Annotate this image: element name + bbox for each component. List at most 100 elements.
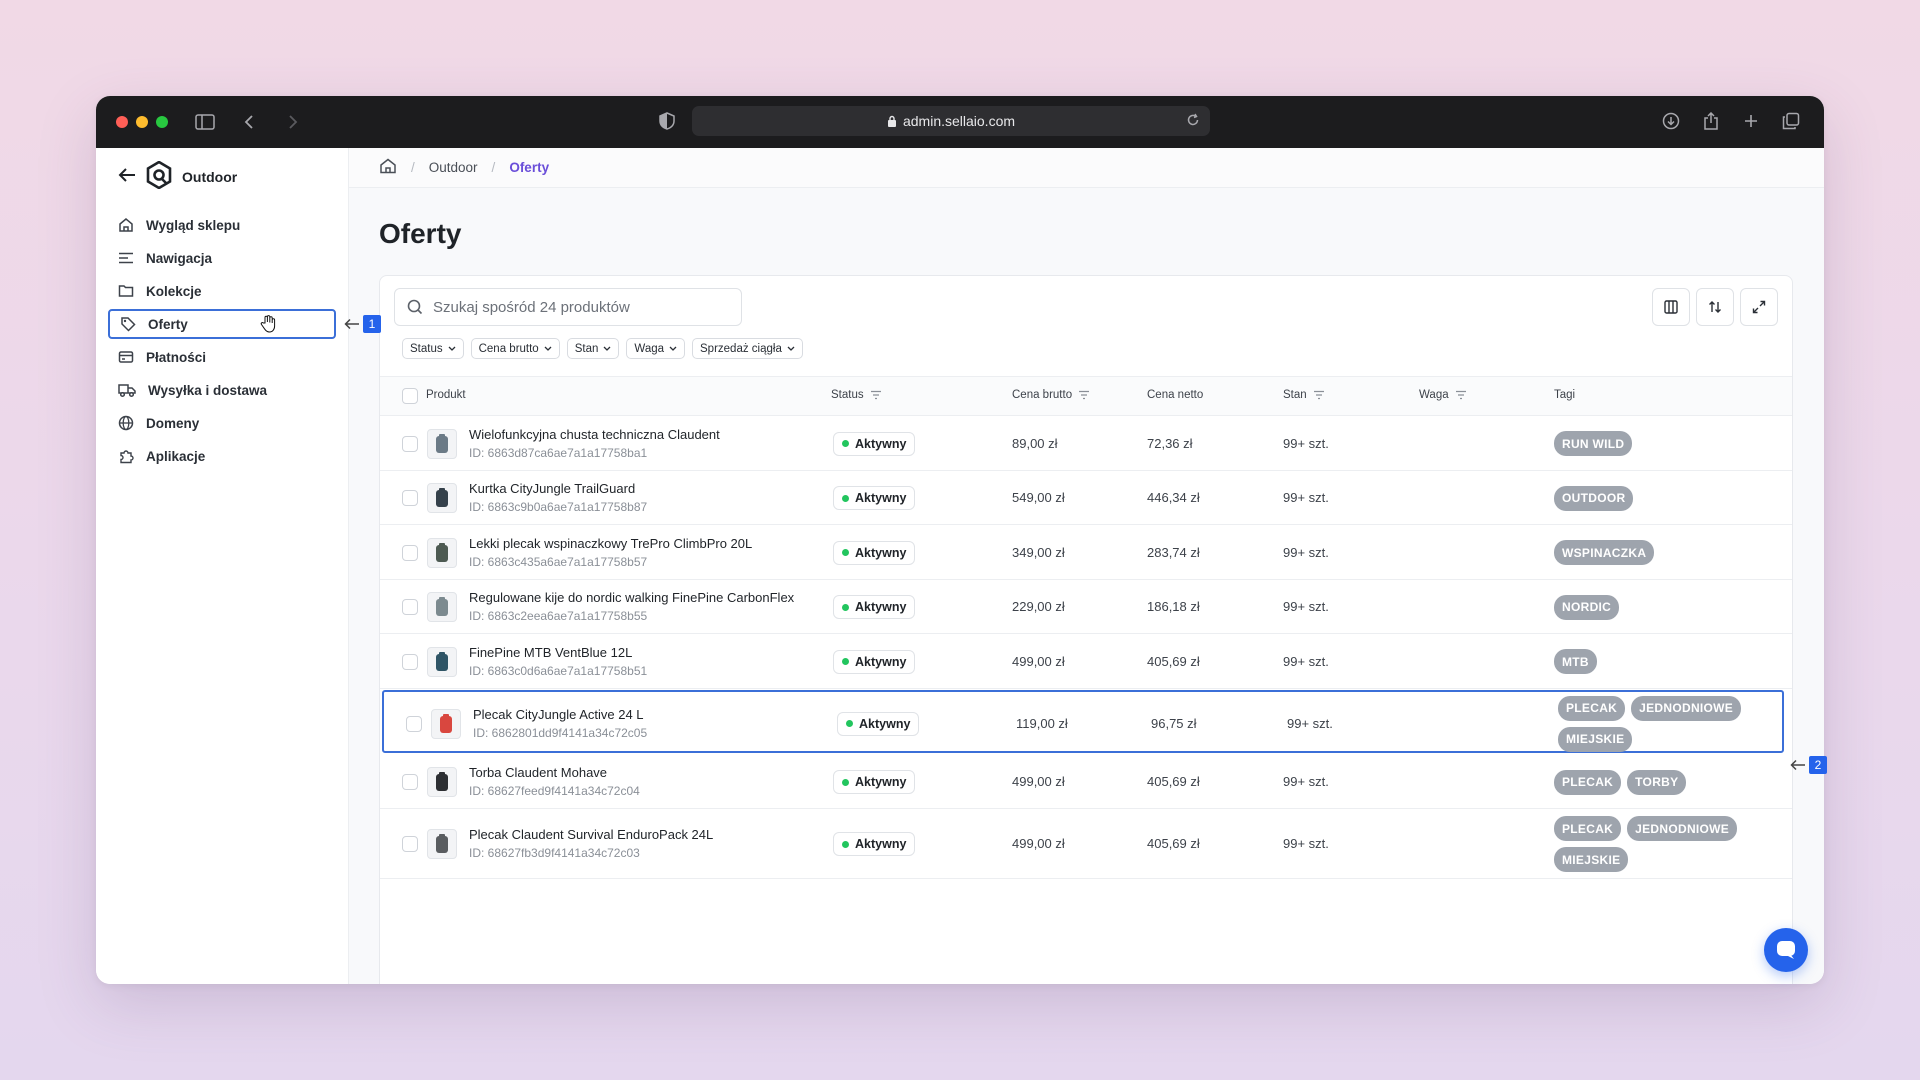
product-thumbnail[interactable]	[427, 537, 457, 568]
reload-icon[interactable]	[1186, 113, 1200, 130]
product-name[interactable]: Kurtka CityJungle TrailGuard	[469, 481, 636, 496]
product-name[interactable]: Wielofunkcyjna chusta techniczna Clauden…	[469, 426, 720, 442]
product-name[interactable]: FinePine MTB VentBlue 12L	[469, 644, 633, 660]
column-header-tags[interactable]: Tagi	[1554, 389, 1575, 401]
select-all-checkbox[interactable]	[402, 388, 418, 404]
minimize-window-button[interactable]	[136, 116, 148, 128]
row-checkbox[interactable]	[406, 715, 422, 732]
store-name: Outdoor	[182, 169, 238, 185]
download-icon[interactable]	[1660, 110, 1682, 132]
filter-lines-icon[interactable]	[1455, 390, 1467, 400]
table-row[interactable]: Lekki plecak wspinaczkowy TrePro ClimbPr…	[380, 525, 1792, 580]
sidebar-item-domains[interactable]: Domeny	[108, 408, 336, 438]
close-window-button[interactable]	[116, 116, 128, 128]
product-thumbnail[interactable]	[427, 829, 457, 859]
product-name[interactable]: Torba Claudent Mohave	[469, 765, 608, 780]
column-header-gross-price[interactable]: Cena brutto	[1012, 389, 1090, 401]
tag-badge[interactable]: MTB	[1554, 649, 1597, 674]
back-arrow-icon[interactable]	[118, 167, 136, 188]
gross-price: 499,00 zł	[1012, 774, 1065, 789]
tag-badge[interactable]: PLECAK	[1558, 695, 1626, 721]
tag-badge[interactable]: MIEJSKIE	[1558, 726, 1633, 752]
table-row[interactable]: Regulowane kije do nordic walking FinePi…	[380, 580, 1792, 634]
product-thumbnail[interactable]	[427, 767, 457, 797]
row-checkbox[interactable]	[402, 836, 418, 852]
tag-badge[interactable]: NORDIC	[1554, 594, 1620, 620]
tag-badge[interactable]: WSPINACZKA	[1554, 540, 1655, 565]
row-checkbox[interactable]	[402, 435, 418, 452]
product-thumbnail[interactable]	[427, 646, 457, 677]
forward-nav-icon[interactable]	[282, 111, 304, 133]
search-input[interactable]	[433, 298, 729, 316]
row-checkbox[interactable]	[402, 599, 418, 615]
filter-lines-icon[interactable]	[1313, 390, 1325, 400]
product-name[interactable]: Plecak CityJungle Active 24 L	[473, 706, 644, 722]
tag-badge[interactable]: JEDNODNIOWE	[1627, 816, 1738, 841]
column-header-status[interactable]: Status	[831, 389, 882, 401]
home-icon[interactable]	[379, 158, 397, 177]
sidebar-item-label: Oferty	[148, 316, 188, 332]
product-thumbnail[interactable]	[427, 592, 457, 622]
column-header-product[interactable]: Produkt	[426, 389, 466, 401]
share-icon[interactable]	[1700, 110, 1722, 132]
privacy-shield-icon[interactable]	[656, 110, 678, 132]
tag-badge[interactable]: PLECAK	[1554, 769, 1622, 795]
sidebar-item-navigation[interactable]: Nawigacja	[108, 243, 336, 273]
product-name[interactable]: Plecak Claudent Survival EnduroPack 24L	[469, 827, 714, 842]
sidebar-item-offers[interactable]: Oferty	[108, 309, 336, 339]
back-nav-icon[interactable]	[238, 111, 260, 133]
table-row[interactable]: Plecak CityJungle Active 24 L ID: 686280…	[382, 690, 1784, 753]
sidebar-item-payments[interactable]: Płatności	[108, 342, 336, 372]
row-checkbox[interactable]	[402, 653, 418, 670]
column-header-weight[interactable]: Waga	[1419, 389, 1467, 401]
product-name[interactable]: Regulowane kije do nordic walking FinePi…	[469, 590, 795, 605]
table-row[interactable]: Wielofunkcyjna chusta techniczna Clauden…	[380, 416, 1792, 471]
tag-badge[interactable]: MIEJSKIE	[1554, 847, 1629, 872]
breadcrumb-store[interactable]: Outdoor	[428, 160, 478, 175]
address-bar[interactable]: admin.sellaio.com	[692, 106, 1210, 136]
sidebar-item-apps[interactable]: Aplikacje	[108, 441, 336, 471]
tag-badge[interactable]: RUN WILD	[1554, 431, 1633, 456]
sidebar-item-store-appearance[interactable]: Wygląd sklepu	[108, 210, 336, 240]
row-checkbox[interactable]	[402, 544, 418, 561]
sidebar-item-collections[interactable]: Kolekcje	[108, 276, 336, 306]
status-dot-icon	[842, 494, 849, 502]
tag-badge[interactable]: OUTDOOR	[1554, 485, 1634, 511]
filter-status[interactable]: Status	[402, 338, 464, 359]
search-box[interactable]	[394, 288, 742, 326]
filter-lines-icon[interactable]	[870, 390, 882, 400]
filter-stock[interactable]: Stan	[566, 338, 620, 359]
product-thumbnail[interactable]	[427, 428, 457, 459]
chat-button[interactable]	[1764, 928, 1808, 972]
sidebar-item-shipping[interactable]: Wysyłka i dostawa	[108, 375, 336, 405]
lock-icon	[887, 115, 897, 127]
product-name[interactable]: Lekki plecak wspinaczkowy TrePro ClimbPr…	[469, 535, 753, 551]
product-thumbnail[interactable]	[427, 483, 457, 513]
tag-badge[interactable]: TORBY	[1627, 769, 1687, 795]
fullscreen-button[interactable]	[1740, 288, 1778, 326]
gross-price: 89,00 zł	[1012, 435, 1058, 451]
columns-button[interactable]	[1652, 288, 1690, 326]
breadcrumb-current[interactable]: Oferty	[509, 160, 550, 175]
tag-badge[interactable]: PLECAK	[1554, 816, 1622, 841]
column-header-net-price[interactable]: Cena netto	[1147, 389, 1203, 401]
zoom-window-button[interactable]	[156, 116, 168, 128]
product-thumbnail[interactable]	[431, 708, 461, 739]
sidebar-toggle-icon[interactable]	[194, 111, 216, 133]
sort-button[interactable]	[1696, 288, 1734, 326]
table-row[interactable]: FinePine MTB VentBlue 12L ID: 6863c0d6a6…	[380, 634, 1792, 689]
column-header-stock[interactable]: Stan	[1283, 389, 1325, 401]
table-row[interactable]: Plecak Claudent Survival EnduroPack 24L …	[380, 809, 1792, 879]
row-checkbox[interactable]	[402, 774, 418, 790]
tag-badge[interactable]: JEDNODNIOWE	[1631, 695, 1742, 721]
filter-continuous-sale[interactable]: Sprzedaż ciągła	[692, 338, 803, 359]
row-checkbox[interactable]	[402, 490, 418, 506]
filter-lines-icon[interactable]	[1078, 390, 1090, 400]
breadcrumb-separator: /	[411, 160, 415, 175]
table-row[interactable]: Torba Claudent Mohave ID: 68627feed9f414…	[380, 755, 1792, 809]
tab-overview-icon[interactable]	[1780, 110, 1802, 132]
new-tab-icon[interactable]	[1740, 110, 1762, 132]
filter-gross-price[interactable]: Cena brutto	[470, 338, 560, 359]
table-row[interactable]: Kurtka CityJungle TrailGuard ID: 6863c9b…	[380, 471, 1792, 525]
filter-weight[interactable]: Waga	[626, 338, 686, 359]
